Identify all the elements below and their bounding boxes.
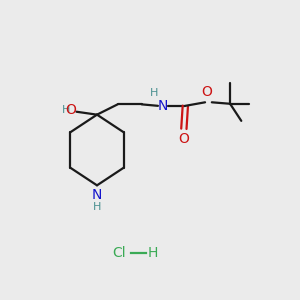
Text: Cl: Cl bbox=[112, 246, 126, 260]
Text: H: H bbox=[148, 246, 158, 260]
Text: O: O bbox=[178, 132, 189, 146]
Text: O: O bbox=[65, 103, 76, 117]
Text: N: N bbox=[92, 188, 102, 202]
Text: N: N bbox=[157, 99, 168, 113]
Text: H: H bbox=[93, 202, 101, 212]
Text: O: O bbox=[202, 85, 213, 99]
Text: H: H bbox=[150, 88, 158, 98]
Text: H: H bbox=[62, 105, 70, 115]
